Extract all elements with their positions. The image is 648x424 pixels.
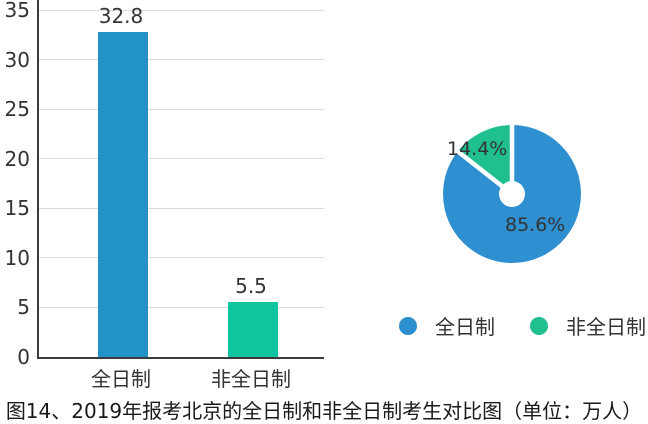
pie-svg	[443, 125, 582, 263]
y-tick-label: 35	[4, 0, 30, 22]
gridline	[39, 108, 324, 110]
y-tick-label: 0	[17, 345, 30, 369]
legend-item-fulltime: 全日制	[399, 311, 495, 340]
x-category-label: 全日制	[91, 367, 151, 391]
gridline	[39, 59, 324, 61]
x-category-label: 非全日制	[211, 367, 291, 391]
y-tick-label: 15	[4, 196, 30, 221]
pie-chart: 14.4% 85.6%	[437, 119, 587, 269]
bar-value-label: 32.8	[98, 3, 144, 28]
pie-slice-1	[457, 125, 512, 194]
gridline	[39, 257, 324, 259]
y-tick-label: 30	[4, 47, 30, 72]
bar-0	[98, 31, 148, 357]
y-tick-label: 10	[4, 245, 30, 270]
bar-value-label: 5.5	[235, 274, 267, 299]
legend-label-fulltime: 全日制	[435, 315, 495, 339]
y-tick-label: 25	[4, 97, 30, 122]
donut-hole	[499, 181, 525, 207]
figure-caption: 图14、2019年报考北京的全日制和非全日制考生对比图（单位：万人）	[5, 399, 643, 423]
gridline	[39, 306, 324, 308]
legend-label-nonfulltime: 非全日制	[566, 315, 646, 339]
y-tick-label: 5	[17, 295, 30, 320]
gridline	[39, 207, 324, 209]
gridline	[39, 9, 324, 11]
y-tick-label: 20	[4, 146, 30, 171]
pie-slice-label-fulltime: 85.6%	[505, 214, 566, 236]
legend: 全日制 非全日制	[399, 311, 646, 340]
nonfulltime-swatch-icon	[530, 316, 548, 335]
legend-item-nonfulltime: 非全日制	[530, 311, 646, 340]
fulltime-swatch-icon	[399, 316, 417, 335]
gridline	[39, 158, 324, 160]
bar-chart: 0 5 10 15 20 25 30 35 32.8 全日制 5.5 非全日制	[0, 0, 345, 392]
pie-slice-label-nonfulltime: 14.4%	[447, 138, 508, 160]
bar-plot-area	[37, 0, 324, 359]
bar-1	[228, 302, 278, 357]
